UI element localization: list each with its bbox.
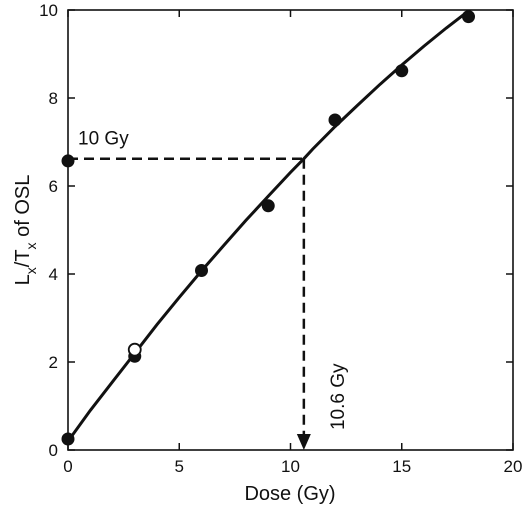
y-tick-label: 2	[49, 353, 58, 372]
y-tick-label: 6	[49, 177, 58, 196]
data-point	[61, 154, 75, 168]
y-tick-label: 0	[49, 441, 58, 460]
axis-ticks	[67, 9, 514, 451]
axis-tick-labels: 0 5 10 15 20 0 2 4 6 8 10	[39, 1, 522, 476]
data-point	[261, 199, 275, 213]
data-point	[328, 113, 342, 127]
data-point	[195, 263, 208, 277]
data-point	[462, 10, 475, 24]
natural-signal-label: 10 Gy	[78, 129, 129, 150]
y-tick-label: 8	[49, 89, 58, 108]
data-points	[61, 10, 475, 446]
y-tick-label: 10	[39, 1, 58, 20]
arrow-head	[296, 434, 311, 450]
open-data-point	[127, 342, 142, 357]
x-tick-label: 10	[281, 457, 300, 476]
y-tick-label: 4	[49, 265, 58, 284]
x-tick-label: 5	[175, 457, 184, 476]
data-point	[395, 64, 409, 78]
fit-curve	[66, 9, 470, 443]
x-tick-label: 20	[504, 457, 523, 476]
data-point	[61, 432, 75, 446]
y-axis-title: Lx/Tx of OSL	[12, 175, 39, 286]
plot-frame	[67, 9, 514, 451]
dose-guide-lines	[68, 157, 311, 450]
x-tick-label: 0	[63, 457, 72, 476]
x-tick-label: 15	[392, 457, 411, 476]
equivalent-dose-label: 10.6 Gy	[328, 363, 349, 430]
x-axis-title: Dose (Gy)	[244, 483, 335, 505]
